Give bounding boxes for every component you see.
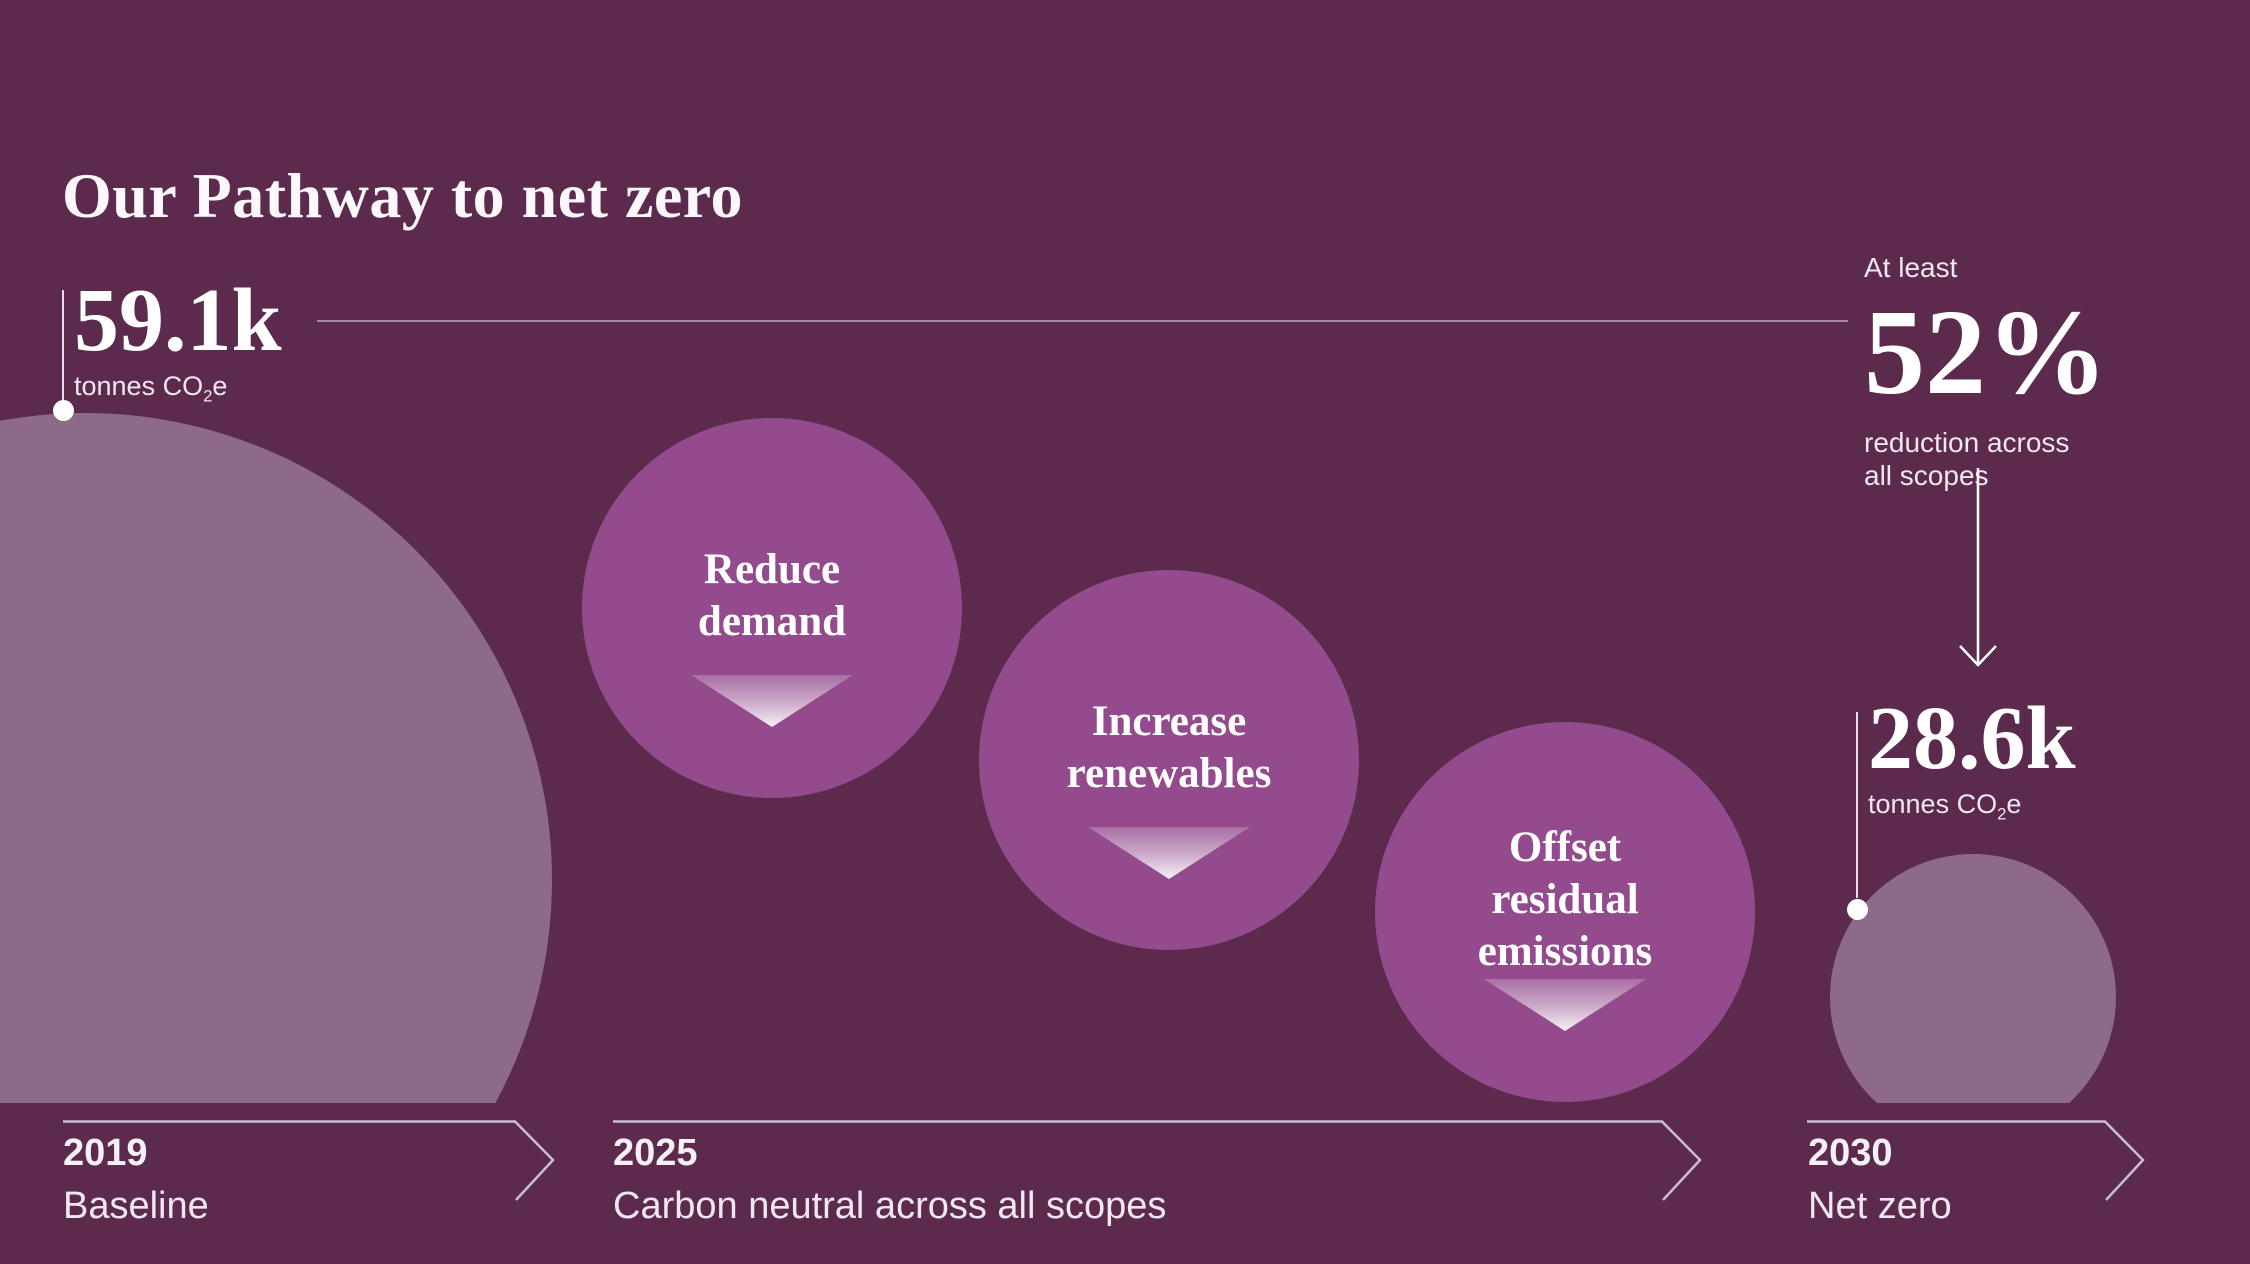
milestone-label: Baseline (63, 1185, 209, 1227)
timeline-arrow-icon (613, 1120, 1702, 1201)
step-label: Increase renewables (979, 696, 1359, 800)
reduction-target-stat: At least 52% reduction across all scopes (1864, 252, 2108, 492)
unit-text: e (2006, 789, 2022, 819)
netzero-stat: 28.6k tonnes CO2e (1868, 694, 2076, 824)
step-label: Reduce demand (582, 544, 962, 648)
milestone-label: Carbon neutral across all scopes (613, 1185, 1167, 1227)
step-label-line: demand (697, 598, 847, 645)
timeline-arrow-icon (63, 1120, 555, 1201)
baseline-to-target-line (317, 320, 1848, 322)
step-circle-reduce-demand: Reduce demand (582, 418, 962, 798)
timeline-milestone-2025: 2025 Carbon neutral across all scopes (613, 1134, 1166, 1225)
down-chevron-icon (1484, 979, 1646, 1031)
milestone-year: 2030 (1808, 1132, 1893, 1174)
step-label-line: Increase (1091, 698, 1247, 745)
netzero-marker-line (1856, 712, 1858, 898)
unit-text: e (212, 371, 228, 401)
step-circle-offset-residual-emissions: Offset residual emissions (1375, 722, 1755, 1102)
milestone-year: 2025 (613, 1132, 698, 1174)
step-label: Offset residual emissions (1375, 822, 1755, 978)
timeline-arrow-icon (1807, 1120, 2145, 1201)
step-label-line: residual (1491, 876, 1639, 923)
netzero-value: 28.6k (1868, 689, 2076, 788)
milestone-year: 2019 (63, 1132, 148, 1174)
unit-text: tonnes CO (74, 371, 204, 401)
target-description: reduction across all scopes (1864, 426, 2108, 492)
target-qualifier: At least (1864, 252, 1958, 283)
page-title: Our Pathway to net zero (62, 159, 744, 231)
baseline-stat: 59.1k tonnes CO2e (74, 276, 282, 406)
step-label-line: renewables (1066, 750, 1272, 797)
timeline-milestone-2019: 2019 Baseline (63, 1134, 209, 1225)
baseline-marker-dot (53, 400, 74, 421)
netzero-marker-dot (1847, 899, 1868, 920)
unit-subscript: 2 (203, 386, 213, 406)
target-description-line: all scopes (1864, 459, 1989, 491)
step-label-line: Reduce (703, 546, 841, 593)
step-label-line: Offset (1508, 824, 1622, 871)
down-chevron-icon (691, 675, 853, 727)
netzero-emissions-circle (1830, 854, 2116, 1103)
netzero-unit: tonnes CO2e (1868, 789, 2076, 824)
step-label-line: emissions (1477, 928, 1653, 975)
baseline-unit: tonnes CO2e (74, 371, 282, 406)
unit-subscript: 2 (1997, 804, 2007, 824)
milestone-label: Net zero (1808, 1185, 1952, 1227)
circles-layer: Reduce demand Increase renewables Offset… (0, 413, 2116, 1103)
baseline-emissions-circle (0, 413, 552, 1103)
target-description-line: reduction across (1864, 426, 2070, 458)
baseline-marker-line (62, 290, 64, 402)
down-chevron-icon (1088, 827, 1250, 879)
step-circle-increase-renewables: Increase renewables (979, 570, 1359, 950)
unit-text: tonnes CO (1868, 789, 1998, 819)
baseline-value: 59.1k (74, 271, 282, 370)
target-value: 52% (1864, 284, 2108, 420)
arrow-down-icon (1959, 468, 1997, 667)
timeline-milestone-2030: 2030 Net zero (1808, 1134, 1952, 1225)
